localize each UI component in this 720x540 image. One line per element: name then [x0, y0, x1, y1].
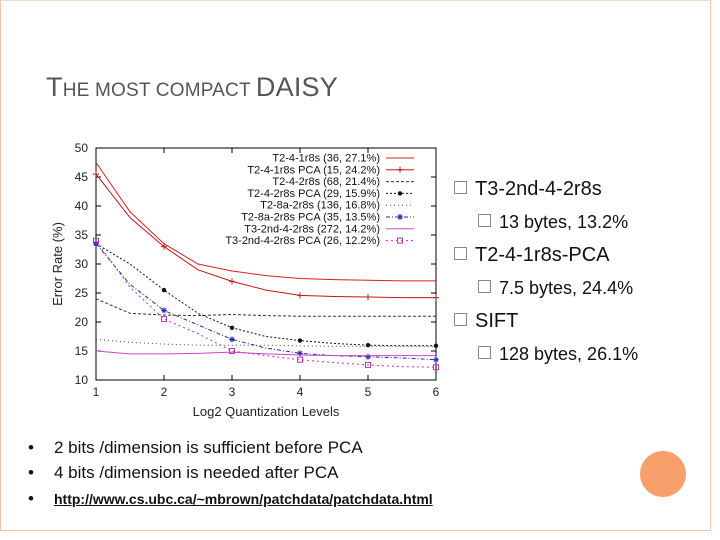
y-tick-label: 50: [75, 141, 89, 155]
data-point: [365, 343, 371, 348]
bullet-dot-icon: •: [28, 438, 34, 457]
x-tick-label: 5: [365, 385, 372, 399]
decorative-orange-circle: [640, 451, 686, 497]
bullet-dot-icon: •: [28, 463, 34, 482]
bottom-bullet: • 2 bits /dimension is sufficient before …: [28, 438, 363, 458]
data-point: [93, 171, 99, 178]
plot-area: [95, 147, 437, 381]
bullet-text: 13 bytes, 13.2%: [499, 212, 629, 232]
legend-label: T2-8a-2r8s (136, 16.8%): [260, 200, 380, 212]
bottom-bullet-text: 4 bits /dimension is needed after PCA: [54, 463, 339, 482]
data-point: [297, 292, 303, 299]
data-point: [365, 361, 371, 368]
bullet-text: T3-2nd-4-2r8s: [475, 178, 602, 200]
bottom-bullet-text: 2 bits /dimension is sufficient before P…: [54, 438, 363, 457]
bullet-text: 7.5 bytes, 24.4%: [499, 278, 634, 298]
y-tick-label: 20: [75, 315, 89, 329]
series-line: [95, 173, 436, 299]
y-tick-label: 45: [75, 170, 89, 184]
data-point: [433, 343, 439, 348]
y-tick-label: 40: [75, 199, 89, 213]
data-point: [397, 166, 403, 173]
data-point: [433, 294, 439, 301]
series-line: [95, 338, 436, 347]
x-tick-label: 4: [297, 385, 304, 399]
legend-label: T2-8a-2r8s PCA (35, 13.5%): [241, 212, 380, 224]
bullet-dot-icon: •: [28, 489, 34, 508]
data-point: [93, 237, 99, 244]
x-tick-label: 2: [161, 385, 168, 399]
data-point: [161, 307, 167, 314]
legend-label: T2-4-2r8s PCA (29, 15.9%): [247, 188, 380, 200]
data-point: [397, 237, 403, 244]
y-tick-label: 25: [75, 286, 89, 300]
bullet-l2: 13 bytes, 13.2%: [478, 212, 628, 233]
data-point: [297, 338, 303, 343]
series-line: [95, 350, 436, 357]
data-point: [161, 316, 167, 323]
x-tick-label: 1: [93, 385, 100, 399]
data-point: [365, 353, 371, 360]
bullet-box-icon: [454, 313, 467, 326]
bullet-text: SIFT: [475, 310, 519, 332]
x-tick-label: 3: [229, 385, 236, 399]
data-point: [229, 336, 235, 343]
bullet-box-icon: [478, 346, 491, 359]
y-tick-label: 10: [75, 373, 89, 387]
bullet-box-icon: [478, 214, 491, 227]
series-line: [95, 298, 436, 317]
bullet-l1: SIFT: [454, 310, 518, 333]
bullet-l1: T2-4-1r8s-PCA: [454, 244, 609, 267]
bullet-l1: T3-2nd-4-2r8s: [454, 178, 602, 201]
bullet-box-icon: [454, 247, 467, 260]
bullet-text: 128 bytes, 26.1%: [499, 344, 639, 364]
y-axis-label: Error Rate (%): [50, 222, 65, 306]
patchdata-link[interactable]: http://www.cs.ubc.ca/~mbrown/patchdata/p…: [54, 491, 433, 507]
slide-frame: [0, 0, 711, 531]
data-point: [161, 243, 167, 250]
data-point: [433, 364, 439, 371]
legend-label: T2-4-2r8s (68, 21.4%): [272, 176, 380, 188]
legend-label: T2-4-1r8s (36, 27.1%): [272, 153, 380, 165]
data-point: [365, 294, 371, 301]
title-last-word: DAISY: [255, 72, 338, 102]
series-line: [95, 243, 436, 347]
bullet-l2: 128 bytes, 26.1%: [478, 344, 638, 365]
data-point: [229, 348, 235, 354]
bottom-bullet: • http://www.cs.ubc.ca/~mbrown/patchdata/…: [28, 489, 433, 509]
data-point: [433, 356, 439, 363]
bottom-bullet: • 4 bits /dimension is needed after PCA: [28, 463, 338, 483]
data-point: [161, 287, 167, 293]
data-point: [297, 350, 303, 357]
x-axis-label: Log2 Quantization Levels: [193, 404, 340, 419]
data-point: [229, 278, 235, 285]
bullet-text: T2-4-1r8s-PCA: [475, 244, 610, 266]
y-tick-label: 15: [75, 344, 89, 358]
data-point: [297, 356, 303, 363]
data-point: [397, 191, 403, 196]
legend-label: T3-2nd-4-2r8s PCA (26, 12.2%): [225, 235, 380, 247]
title-initial: T: [46, 72, 63, 102]
data-point: [397, 214, 403, 220]
y-tick-label: 30: [75, 257, 89, 271]
y-tick-label: 35: [75, 228, 89, 242]
x-tick-label: 6: [433, 385, 440, 399]
bullet-l2: 7.5 bytes, 24.4%: [478, 278, 633, 299]
title-small-caps: HE MOST COMPACT: [62, 80, 256, 101]
data-point: [229, 325, 235, 330]
legend-label: T3-2nd-4-2r8s (272, 14.2%): [244, 223, 380, 235]
series-line: [95, 162, 436, 282]
series-line: [95, 243, 437, 361]
legend-label: T2-4-1r8s PCA (15, 24.2%): [247, 164, 380, 176]
bullet-box-icon: [454, 181, 467, 194]
bullet-box-icon: [478, 280, 491, 293]
slide-title: THE MOST COMPACT DAISY: [46, 72, 338, 103]
